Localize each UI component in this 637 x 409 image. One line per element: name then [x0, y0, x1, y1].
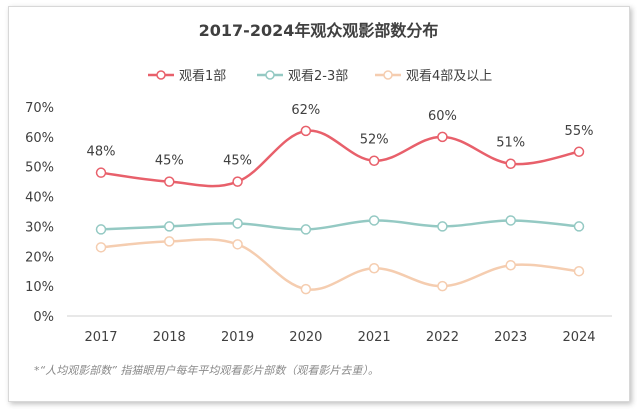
data-label: 52%	[360, 133, 389, 148]
chart-title: 2017-2024年观众观影部数分布	[198, 21, 439, 40]
x-tick-label: 2022	[426, 330, 459, 345]
footnote: *“人均观影部数” 指猫眼用户每年平均观看影片部数（观看影片去重）。	[34, 364, 379, 377]
y-tick-label: 20%	[25, 250, 54, 265]
series-line	[100, 219, 580, 231]
x-tick-label: 2019	[221, 330, 254, 345]
x-tick-label: 2020	[289, 330, 322, 345]
data-point	[95, 242, 107, 253]
data-point	[300, 224, 312, 235]
y-tick-label: 0%	[33, 310, 54, 325]
data-point	[368, 155, 380, 166]
legend-label: 观看1部	[179, 68, 226, 84]
data-label: 51%	[496, 136, 525, 151]
data-point	[573, 146, 585, 158]
data-point	[368, 262, 380, 274]
legend-marker	[265, 70, 275, 80]
data-point	[437, 280, 448, 292]
x-tick-label: 2018	[153, 330, 186, 345]
legend-marker	[383, 70, 393, 80]
y-tick-label: 40%	[25, 191, 54, 206]
chart-card	[8, 6, 630, 402]
y-tick-label: 60%	[25, 131, 54, 146]
data-point	[573, 221, 585, 232]
data-point	[368, 215, 380, 226]
data-label: 48%	[87, 145, 116, 160]
data-point	[95, 167, 107, 178]
data-point	[505, 215, 516, 226]
data-point	[232, 176, 243, 187]
data-point	[164, 176, 175, 187]
legend-label: 观看2-3部	[288, 68, 348, 84]
series-line	[100, 129, 580, 188]
y-tick-label: 50%	[25, 161, 54, 176]
legend-label: 观看4部及以上	[406, 68, 492, 84]
data-label: 60%	[428, 109, 457, 124]
x-tick-label: 2024	[562, 330, 595, 345]
data-point	[437, 131, 448, 143]
series-line	[100, 238, 580, 291]
x-tick-label: 2017	[84, 330, 117, 345]
data-label: 62%	[291, 103, 320, 118]
data-label: 45%	[223, 154, 252, 169]
data-point	[300, 125, 312, 137]
y-tick-label: 70%	[25, 101, 54, 116]
data-label: 55%	[565, 124, 594, 139]
x-tick-label: 2021	[358, 330, 391, 345]
data-point	[505, 259, 516, 271]
data-point	[232, 239, 243, 250]
data-point	[232, 218, 243, 229]
y-tick-label: 30%	[25, 220, 54, 235]
data-point	[437, 221, 448, 232]
data-label: 45%	[155, 154, 184, 169]
y-tick-label: 10%	[25, 280, 54, 295]
x-tick-label: 2023	[494, 330, 527, 345]
data-point	[573, 265, 585, 277]
legend-marker	[156, 70, 166, 80]
data-point	[164, 236, 175, 247]
data-point	[300, 283, 312, 295]
data-point	[95, 224, 107, 235]
data-point	[505, 158, 516, 169]
data-point	[164, 221, 175, 232]
